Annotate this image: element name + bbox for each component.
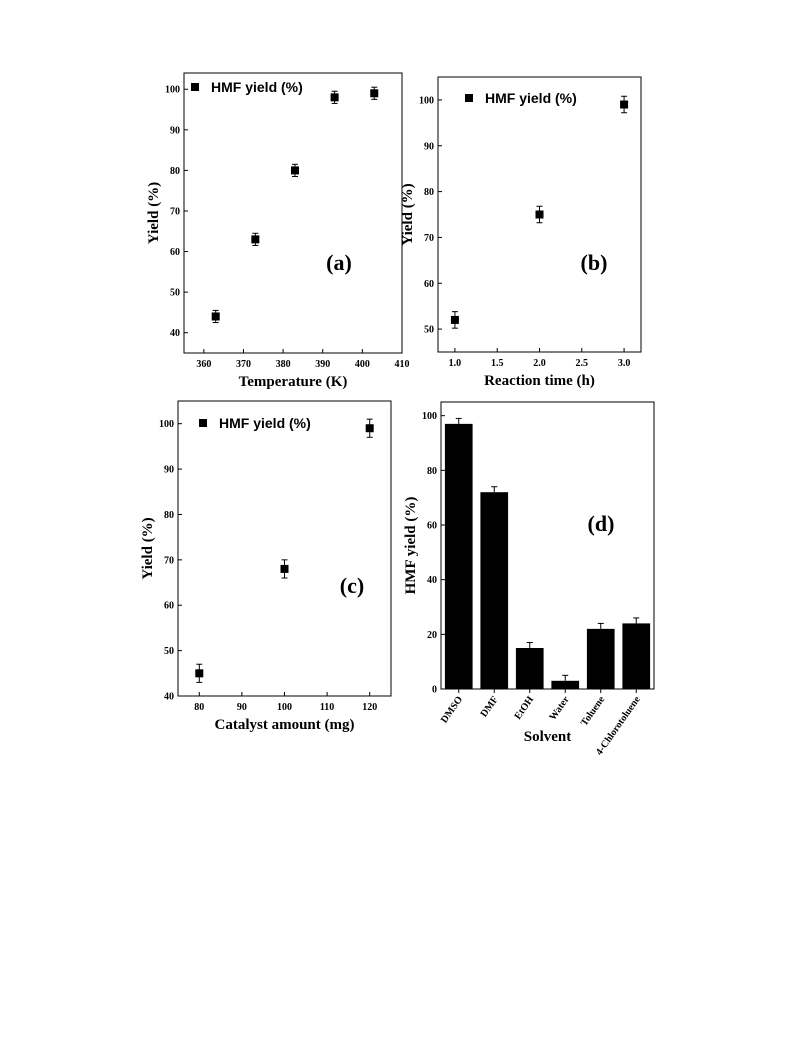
chart1-y-tick-label: 60 (170, 247, 180, 258)
chart3-panel-annotation: (c) (340, 573, 364, 598)
chart2-y-tick-label: 80 (424, 187, 434, 198)
chart1-x-tick-label: 380 (276, 359, 291, 370)
chart2-y-tick-label: 90 (424, 141, 434, 152)
chart4-x-axis-label: Solvent (524, 729, 572, 745)
chart2-data-point (535, 210, 544, 219)
chart2-x-tick-label: 3.0 (618, 358, 631, 369)
chart1-x-axis-label: Temperature (K) (239, 374, 348, 390)
chart2-legend-marker (465, 94, 473, 102)
chart2-y-tick-label: 100 (419, 95, 434, 106)
chart4-bar (586, 628, 615, 689)
chart1-x-tick-label: 410 (395, 359, 410, 370)
chart4-y-tick-label: 20 (427, 630, 437, 641)
chart1-legend-label: HMF yield (%) (211, 79, 303, 95)
chart4-x-category-label: DMF (479, 694, 501, 719)
chart2-x-tick-label: 1.5 (491, 358, 504, 369)
chart2-x-axis-label: Reaction time (h) (484, 373, 595, 389)
chart3-y-tick-label: 70 (164, 555, 174, 566)
chart1-data-point (290, 166, 299, 175)
chart1-y-tick-label: 50 (170, 288, 180, 299)
chart3-x-tick-label: 100 (277, 702, 292, 713)
chart4-bar (480, 492, 509, 689)
chart1-y-tick-label: 90 (170, 125, 180, 136)
chart4-y-tick-label: 100 (422, 411, 437, 422)
chart4-y-axis-label: HMF yield (%) (403, 497, 419, 595)
chart4-bar (515, 648, 544, 689)
chart4-x-category-label: EtOH (513, 694, 537, 721)
chart1-panel: 40 50 60 70 80 90 100 Yield (%) Temperature (K) (… (146, 72, 410, 390)
chart1-y-tick-label: 70 (170, 206, 180, 217)
chart2-y-tick-label: 60 (424, 279, 434, 290)
chart4-x-category-label: DMSO (439, 694, 465, 725)
chart3-data-point (195, 669, 204, 678)
chart2-y-tick-label: 70 (424, 233, 434, 244)
chart1-panel-annotation: (a) (326, 250, 352, 275)
chart4-bar (551, 680, 580, 689)
chart3-y-tick-label: 80 (164, 510, 174, 521)
chart3-x-axis-label: Catalyst amount (mg) (215, 717, 355, 733)
chart2-data-point (450, 315, 459, 324)
chart1-legend-marker (191, 83, 199, 91)
chart2-y-axis-label: Yield (%) (400, 183, 416, 245)
chart3-x-tick-label: 90 (237, 702, 247, 713)
chart3-y-axis-label: Yield (%) (140, 517, 156, 579)
chart4-y-tick-label: 0 (432, 685, 437, 696)
chart1-data-point (251, 235, 260, 244)
chart3-y-tick-label: 60 (164, 601, 174, 612)
chart3-data-point (280, 564, 289, 573)
chart1-x-tick-label: 390 (315, 359, 330, 370)
chart3-legend-label: HMF yield (%) (219, 415, 311, 431)
chart1-x-tick-label: 400 (355, 359, 370, 370)
chart2-panel: 50 60 70 80 90 100 Yield (%) Reaction time (h) (… (400, 76, 642, 389)
chart3-x-tick-label: 110 (320, 702, 334, 713)
chart3-y-tick-label: 90 (164, 465, 174, 476)
chart1-data-point (370, 89, 379, 98)
chart4-panel: 0 20 40 60 80 100 HMF yield (%) Solvent (d) DMSO D… (403, 401, 655, 757)
chart3-y-tick-label: 100 (159, 419, 174, 430)
chart4-y-tick-label: 40 (427, 575, 437, 586)
chart1-data-point (211, 312, 220, 321)
chart3-panel: 40 50 60 70 80 90 100 Yield (%) Catalyst amount … (140, 400, 392, 733)
chart1-y-tick-label: 100 (165, 85, 180, 96)
chart1-plot-frame (183, 72, 403, 354)
chart4-plot-frame (440, 401, 655, 690)
chart3-x-tick-label: 120 (362, 702, 377, 713)
chart4-bar (444, 423, 473, 689)
chart1-y-axis-label: Yield (%) (146, 182, 162, 244)
chart2-panel-annotation: (b) (581, 250, 608, 275)
chart2-x-tick-label: 2.0 (533, 358, 546, 369)
chart4-x-category-label: Toluene (579, 694, 608, 728)
chart2-data-point (620, 100, 629, 109)
chart4-x-category-label: Water (547, 694, 572, 723)
chart2-legend-label: HMF yield (%) (485, 90, 577, 106)
chart4-y-tick-label: 60 (427, 521, 437, 532)
chart4-panel-annotation: (d) (588, 511, 615, 536)
chart1-y-tick-label: 40 (170, 328, 180, 339)
chart1-data-point (330, 93, 339, 102)
chart2-x-tick-label: 2.5 (576, 358, 589, 369)
chart2-x-tick-label: 1.0 (449, 358, 462, 369)
chart2-y-tick-label: 50 (424, 325, 434, 336)
chart3-y-tick-label: 50 (164, 646, 174, 657)
chart3-x-tick-label: 80 (194, 702, 204, 713)
chart1-x-tick-label: 370 (236, 359, 251, 370)
chart4-bar (622, 623, 651, 689)
chart3-legend-marker (199, 419, 207, 427)
chart3-plot-frame (177, 400, 392, 697)
chart3-y-tick-label: 40 (164, 692, 174, 703)
chart4-y-tick-label: 80 (427, 466, 437, 477)
chart1-x-tick-label: 360 (196, 359, 211, 370)
chart1-y-tick-label: 80 (170, 166, 180, 177)
chart3-data-point (365, 424, 374, 433)
